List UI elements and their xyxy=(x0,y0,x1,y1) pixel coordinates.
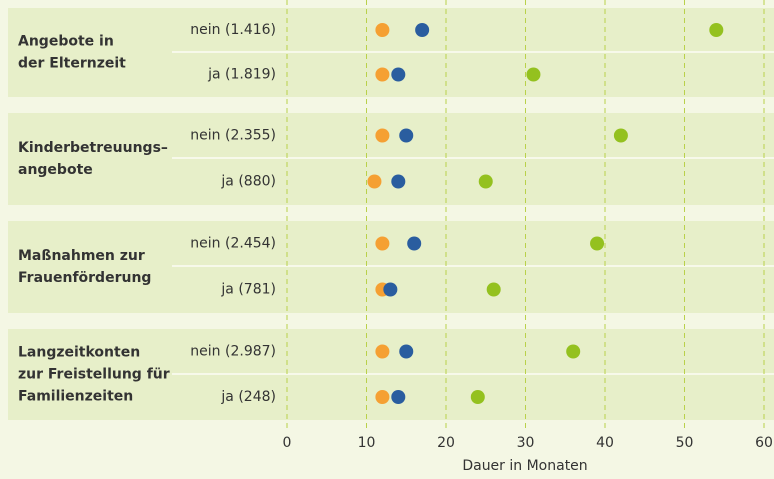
dot xyxy=(375,236,390,251)
row-label: ja (880) xyxy=(220,174,276,190)
group-label: Langzeitkonten xyxy=(18,345,140,361)
dot xyxy=(375,344,390,359)
dot xyxy=(486,282,501,297)
dot xyxy=(399,128,414,143)
dot xyxy=(391,174,406,189)
x-tick-label: 50 xyxy=(676,435,694,451)
x-tick-label: 0 xyxy=(283,435,292,451)
dot xyxy=(478,174,493,189)
row-label: ja (781) xyxy=(220,282,276,298)
group-label: Maßnahmen zur xyxy=(18,248,145,264)
dot xyxy=(590,236,605,251)
row-label: ja (1.819) xyxy=(207,67,276,83)
group-label: angebote xyxy=(18,162,93,178)
row-label: nein (2.355) xyxy=(190,128,276,144)
x-tick-label: 30 xyxy=(517,435,535,451)
x-tick-label: 60 xyxy=(755,435,773,451)
group-label: Frauenförderung xyxy=(18,270,151,286)
row-label: nein (2.454) xyxy=(190,236,276,252)
dot xyxy=(391,67,406,82)
group-label: der Elternzeit xyxy=(18,56,126,72)
group-label: Kinderbetreuungs– xyxy=(18,140,168,156)
dot xyxy=(407,236,422,251)
x-tick-label: 20 xyxy=(437,435,455,451)
dot xyxy=(391,390,406,404)
dot xyxy=(470,390,485,404)
row-label: ja (248) xyxy=(220,389,276,405)
row-label: nein (1.416) xyxy=(190,22,276,38)
x-tick-label: 10 xyxy=(358,435,376,451)
x-tick-label: 40 xyxy=(596,435,614,451)
dot xyxy=(383,282,398,297)
dot xyxy=(375,128,390,143)
dot xyxy=(375,390,390,404)
dot xyxy=(399,344,414,359)
dot xyxy=(613,128,628,143)
dot xyxy=(415,23,430,37)
group-label: Familienzeiten xyxy=(18,389,133,405)
dot xyxy=(375,23,390,37)
dot xyxy=(375,67,390,82)
dot xyxy=(566,344,581,359)
dot xyxy=(526,67,541,82)
group-label: zur Freistellung für xyxy=(18,367,170,383)
dot xyxy=(709,23,724,37)
x-axis-label: Dauer in Monaten xyxy=(462,458,587,474)
group-label: Angebote in xyxy=(18,34,114,50)
row-label: nein (2.987) xyxy=(190,344,276,360)
dot xyxy=(367,174,382,189)
